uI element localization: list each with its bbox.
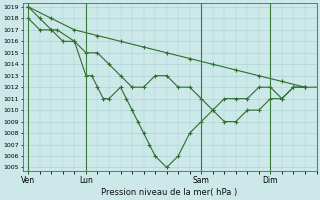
X-axis label: Pression niveau de la mer( hPa ): Pression niveau de la mer( hPa )	[101, 188, 238, 197]
